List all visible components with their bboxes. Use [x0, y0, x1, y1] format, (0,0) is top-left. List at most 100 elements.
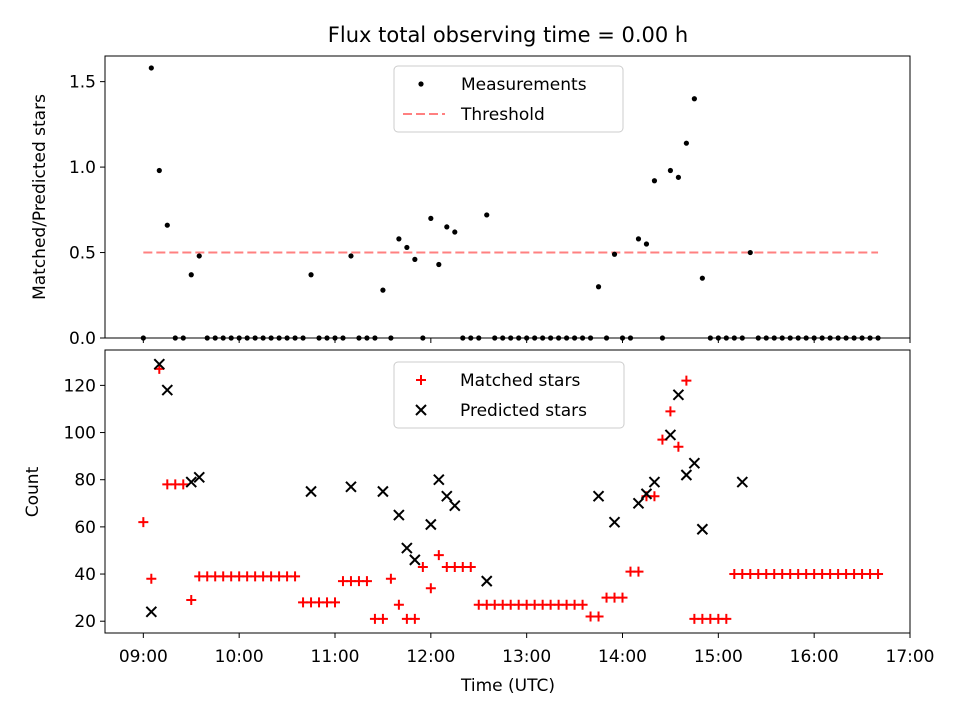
ratio-panel-frame — [104, 55, 911, 339]
predicted-star-point — [401, 542, 413, 554]
predicted-star-point — [632, 497, 645, 509]
count-y-tick-label: 40 — [74, 565, 96, 585]
measurement-point — [563, 335, 570, 341]
ratio-plot-area — [140, 65, 881, 341]
predicted-star-point — [441, 490, 453, 502]
predicted-star-point — [425, 518, 437, 531]
measurement-point — [460, 335, 466, 341]
measurement-point — [611, 251, 618, 257]
measurement-point — [172, 335, 178, 341]
predicted-star-point — [161, 384, 173, 396]
measurement-point — [356, 335, 362, 341]
predicted-star-point — [664, 429, 677, 441]
legend-plus-marker-icon — [416, 375, 426, 385]
predicted-star-point — [305, 485, 317, 498]
measurement-point — [436, 261, 442, 268]
measurement-point — [388, 335, 394, 341]
predicted-star-point — [393, 509, 405, 521]
measurement-point — [731, 335, 737, 341]
x-tick-label: 10:00 — [215, 647, 264, 667]
matched-star-point — [361, 576, 372, 587]
matched-star-point — [330, 597, 340, 608]
ratio-y-axis: 0.0 0.5 1.0 1.5 — [69, 73, 105, 349]
measurement-point — [667, 167, 674, 174]
predicted-star-point — [592, 490, 605, 502]
x-tick-label: 09:00 — [119, 647, 168, 667]
matched-star-point — [873, 569, 884, 580]
count-legend-box — [393, 361, 625, 429]
measurement-point — [260, 335, 266, 341]
measurement-point — [468, 335, 474, 341]
measurement-point — [188, 272, 194, 278]
matched-star-point — [617, 592, 628, 603]
predicted-star-point — [185, 476, 197, 488]
figure-title: Flux total observing time = 0.00 h — [328, 23, 688, 47]
measurement-point — [228, 335, 234, 341]
count-y-axis-label: Count — [23, 466, 43, 517]
measurement-point — [843, 335, 849, 341]
predicted-star-point — [409, 554, 421, 566]
predicted-star-point — [345, 481, 357, 493]
measurement-point — [364, 335, 370, 341]
count-y-tick-label: 120 — [64, 376, 96, 396]
predicted-star-point — [449, 499, 461, 512]
measurement-point — [372, 335, 378, 341]
predicted-star-point — [688, 457, 701, 469]
measurement-point — [699, 275, 705, 281]
matched-star-point — [409, 613, 420, 624]
matched-star-point — [673, 441, 684, 452]
measurement-point — [492, 335, 498, 341]
measurement-point — [284, 335, 290, 341]
x-tick-label: 15:00 — [694, 647, 743, 667]
measurement-point — [220, 335, 226, 341]
measurement-point — [180, 335, 186, 341]
measurement-point — [747, 249, 753, 256]
measurement-point — [571, 335, 578, 341]
measurement-point — [595, 284, 602, 290]
measurement-point — [707, 335, 713, 341]
matched-star-point — [377, 613, 388, 624]
matched-star-point — [721, 613, 732, 624]
measurement-point — [340, 335, 346, 341]
x-tick-label: 16:00 — [790, 647, 839, 667]
matched-star-point — [290, 571, 301, 582]
measurement-point — [276, 335, 282, 341]
measurement-point — [156, 167, 162, 174]
predicted-star-point — [648, 476, 661, 488]
measurement-point — [803, 335, 809, 341]
matched-star-point — [633, 566, 644, 577]
matched-star-point — [385, 573, 396, 584]
matched-star-point — [178, 479, 189, 490]
measurement-point — [540, 335, 546, 341]
legend-x-marker-icon — [415, 404, 427, 416]
count-y-tick-label: 100 — [64, 424, 96, 444]
measurement-point — [763, 335, 769, 341]
x-tick-label: 13:00 — [502, 647, 551, 667]
measurement-point — [771, 335, 777, 341]
legend-predicted-label: Predicted stars — [460, 401, 587, 421]
predicted-star-point — [696, 523, 709, 535]
measurement-point — [252, 335, 258, 341]
x-tick-label: 17:00 — [886, 647, 935, 667]
predicted-star-point — [433, 474, 445, 486]
ratio-y-tick-label: 0.0 — [69, 329, 96, 349]
count-y-tick-label: 20 — [74, 612, 96, 632]
measurement-point — [516, 335, 522, 341]
measurement-point — [675, 174, 682, 180]
predicted-star-point — [481, 575, 493, 587]
matched-star-point — [138, 517, 149, 528]
count-panel: 20 40 60 80 100 120 09:00 10:00 11:00 12:00 13:00… — [23, 349, 935, 696]
measurement-point — [579, 335, 586, 341]
measurement-point — [723, 335, 729, 341]
measurement-point — [787, 335, 793, 341]
matched-star-point — [665, 406, 676, 417]
matched-star-point — [146, 573, 157, 584]
measurement-point — [508, 335, 514, 341]
measurement-point — [428, 215, 434, 221]
ratio-y-tick-label: 0.5 — [69, 244, 96, 264]
measurement-point — [587, 335, 594, 341]
ratio-y-tick-label: 1.0 — [69, 158, 96, 178]
measurement-point — [500, 335, 506, 341]
measurement-point — [204, 335, 210, 341]
legend-threshold-label: Threshold — [460, 105, 545, 125]
